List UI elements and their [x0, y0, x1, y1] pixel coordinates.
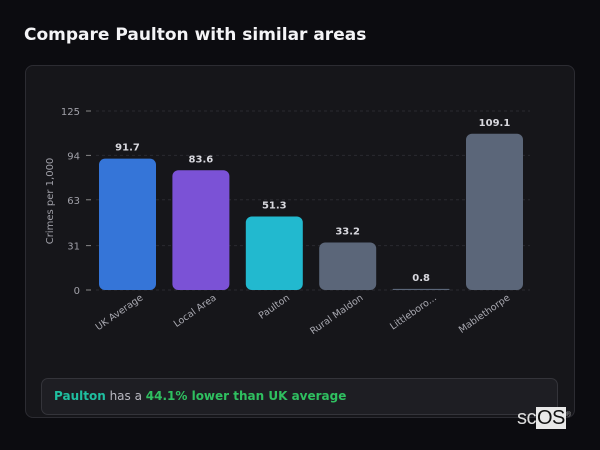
- watermark-logo: scOS®: [517, 407, 571, 429]
- bar: [392, 288, 450, 290]
- data-label: 33.2: [335, 226, 360, 237]
- page-title: Compare Paulton with similar areas: [24, 25, 367, 45]
- summary-value: 44.1% lower than UK average: [145, 389, 347, 403]
- bar: [245, 216, 303, 290]
- bar: [319, 242, 377, 290]
- bar: [172, 170, 230, 290]
- x-tick-label: Littleboro...: [388, 292, 439, 332]
- bar: [99, 158, 156, 290]
- y-tick-label: 0: [74, 286, 80, 297]
- data-label: 51.3: [262, 201, 287, 212]
- y-tick-label: 31: [67, 242, 80, 253]
- y-tick-label: 63: [67, 196, 80, 207]
- x-tick-label: UK Average: [94, 292, 146, 333]
- y-axis-label: Crimes per 1,000: [45, 158, 56, 245]
- x-tick-label: Mablethorpe: [457, 292, 512, 335]
- y-tick-label: 94: [67, 151, 80, 162]
- bar: [466, 133, 523, 290]
- x-tick-label: Rural Maldon: [308, 292, 365, 337]
- summary-text: has a: [105, 389, 146, 403]
- data-label: 0.8: [412, 273, 430, 284]
- x-tick-label: Local Area: [172, 292, 219, 329]
- summary-area: Paulton: [54, 389, 106, 403]
- comparison-summary: Paulton has a 44.1% lower than UK averag…: [41, 378, 558, 415]
- data-label: 109.1: [479, 118, 511, 129]
- data-label: 83.6: [189, 154, 214, 165]
- data-label: 91.7: [115, 143, 140, 154]
- x-tick-label: Paulton: [257, 292, 292, 321]
- y-tick-label: 125: [61, 107, 80, 118]
